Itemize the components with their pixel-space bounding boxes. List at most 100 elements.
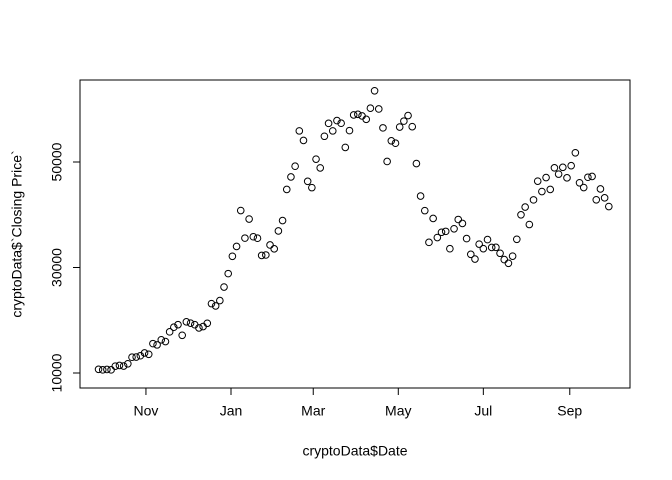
point bbox=[241, 234, 249, 242]
y-tick-label: 10000 bbox=[49, 353, 65, 392]
point bbox=[195, 324, 203, 332]
point bbox=[387, 136, 396, 145]
point bbox=[416, 192, 425, 200]
point bbox=[466, 250, 475, 259]
point bbox=[199, 322, 207, 331]
point bbox=[140, 349, 149, 357]
point bbox=[546, 185, 555, 194]
point bbox=[98, 366, 107, 374]
point bbox=[492, 243, 500, 252]
point bbox=[287, 173, 295, 181]
point bbox=[458, 219, 467, 228]
point bbox=[592, 195, 601, 204]
point bbox=[542, 173, 550, 182]
point bbox=[475, 240, 483, 248]
x-tick-label: Nov bbox=[133, 403, 158, 419]
point bbox=[337, 119, 345, 128]
point bbox=[496, 249, 504, 258]
point bbox=[425, 238, 433, 247]
point bbox=[512, 235, 521, 244]
point bbox=[404, 111, 412, 120]
point bbox=[567, 161, 575, 170]
x-tick-label: Mar bbox=[301, 403, 325, 419]
point bbox=[320, 132, 329, 141]
point bbox=[533, 177, 542, 185]
point bbox=[341, 143, 350, 152]
point bbox=[178, 331, 186, 340]
point bbox=[575, 178, 584, 187]
point bbox=[270, 245, 279, 253]
point bbox=[211, 302, 220, 310]
point bbox=[429, 214, 437, 223]
point bbox=[308, 183, 316, 192]
point bbox=[119, 362, 128, 370]
point bbox=[262, 251, 270, 259]
point bbox=[437, 228, 446, 237]
point bbox=[328, 127, 337, 135]
point bbox=[379, 124, 387, 132]
point bbox=[571, 148, 580, 157]
point bbox=[483, 235, 492, 244]
point bbox=[153, 341, 161, 349]
point bbox=[207, 299, 216, 308]
point bbox=[525, 220, 534, 229]
point bbox=[245, 215, 253, 223]
point bbox=[559, 163, 567, 172]
point bbox=[391, 139, 400, 148]
point bbox=[420, 206, 429, 215]
point bbox=[529, 196, 538, 204]
point bbox=[303, 177, 312, 186]
point bbox=[517, 211, 525, 219]
point bbox=[103, 365, 111, 374]
point bbox=[312, 155, 320, 163]
x-tick-label: Jul bbox=[474, 403, 492, 419]
point bbox=[563, 174, 571, 182]
point bbox=[107, 366, 115, 374]
plot-box bbox=[79, 79, 631, 389]
point bbox=[395, 123, 404, 131]
point bbox=[400, 117, 408, 125]
point bbox=[362, 115, 371, 124]
x-axis-label: cryptoData$Date bbox=[302, 443, 407, 459]
point bbox=[500, 255, 509, 264]
point bbox=[600, 194, 609, 202]
point bbox=[274, 227, 283, 235]
point bbox=[596, 185, 605, 193]
point bbox=[115, 361, 124, 370]
point bbox=[149, 339, 157, 348]
x-tick-label: Jan bbox=[220, 403, 243, 419]
point bbox=[316, 164, 325, 172]
point bbox=[203, 319, 212, 328]
y-tick-label: 50000 bbox=[49, 142, 65, 181]
point bbox=[554, 170, 563, 178]
point bbox=[128, 353, 136, 362]
point bbox=[282, 185, 291, 194]
point bbox=[374, 105, 383, 113]
point bbox=[588, 172, 596, 181]
point bbox=[508, 252, 517, 260]
point bbox=[228, 252, 237, 261]
point bbox=[487, 243, 496, 252]
point bbox=[220, 283, 228, 291]
point bbox=[144, 350, 153, 359]
y-axis-label: cryptoData$`Closing Price` bbox=[9, 150, 25, 317]
point bbox=[433, 233, 442, 242]
point bbox=[278, 216, 287, 225]
point bbox=[450, 224, 458, 233]
point bbox=[538, 187, 546, 196]
point bbox=[132, 353, 140, 361]
point bbox=[479, 244, 488, 253]
point bbox=[366, 104, 375, 112]
point bbox=[345, 126, 354, 135]
point bbox=[232, 242, 241, 251]
point bbox=[295, 127, 304, 135]
x-tick-label: May bbox=[385, 403, 411, 419]
point bbox=[253, 234, 262, 243]
point bbox=[111, 362, 120, 370]
point bbox=[408, 122, 417, 131]
point bbox=[291, 162, 299, 171]
point bbox=[354, 110, 362, 119]
point bbox=[504, 259, 513, 268]
point bbox=[182, 318, 191, 326]
